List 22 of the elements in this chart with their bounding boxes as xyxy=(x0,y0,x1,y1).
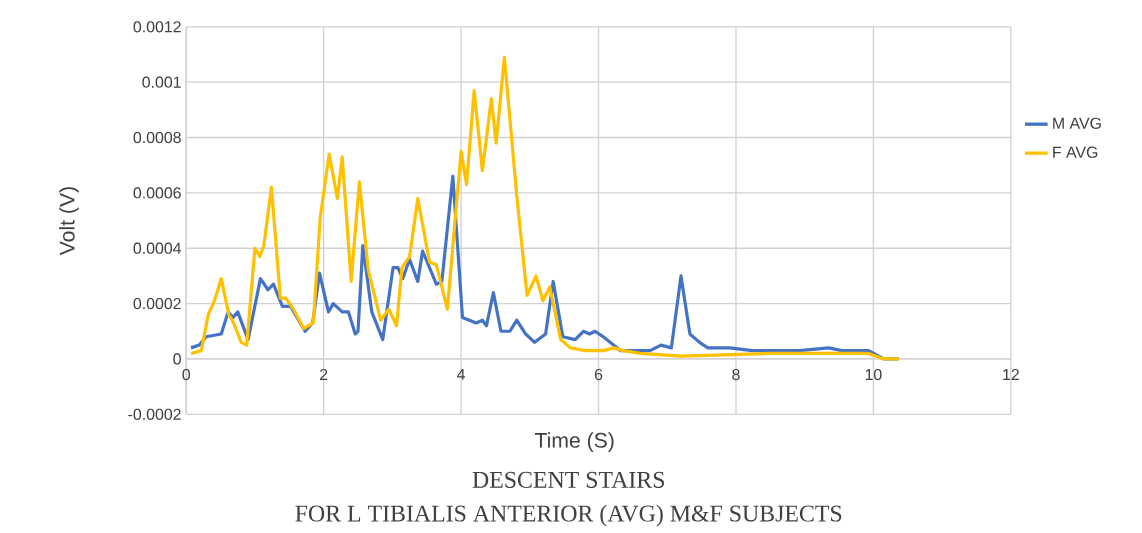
x-tick-label: 10 xyxy=(865,369,882,381)
x-tick-label: 12 xyxy=(1003,369,1019,381)
y-tick-label: 0.001 xyxy=(142,76,181,89)
x-tick-label: 6 xyxy=(594,369,603,381)
x-tick-label: 2 xyxy=(320,369,328,381)
y-tick-label: 0.0004 xyxy=(133,242,182,255)
text: FOR L TIBIALIS ANTERIOR (AVG) M&F SUBJECTS xyxy=(295,505,842,527)
text: DESCENT STAIRS xyxy=(472,472,664,489)
y-tick-label: -0.0002 xyxy=(128,408,181,421)
legend-label: M AVG xyxy=(1053,117,1101,130)
y-tick-label: 0.0002 xyxy=(133,298,181,310)
y-axis-title: Volt (V) xyxy=(59,187,79,256)
x-axis-title: Time (S) xyxy=(534,432,614,453)
y-tick-label: 0.0008 xyxy=(133,132,181,144)
y-tick-label: 0 xyxy=(173,353,181,365)
x-tick-label: 0 xyxy=(182,369,191,381)
x-tick-label: 4 xyxy=(457,369,466,381)
x-tick-label: 8 xyxy=(732,369,740,381)
legend-label: F AVG xyxy=(1053,146,1098,159)
line-series xyxy=(189,55,901,361)
y-tick-label: 0.0006 xyxy=(133,187,181,199)
y-tick-label: 0.0012 xyxy=(133,21,181,33)
